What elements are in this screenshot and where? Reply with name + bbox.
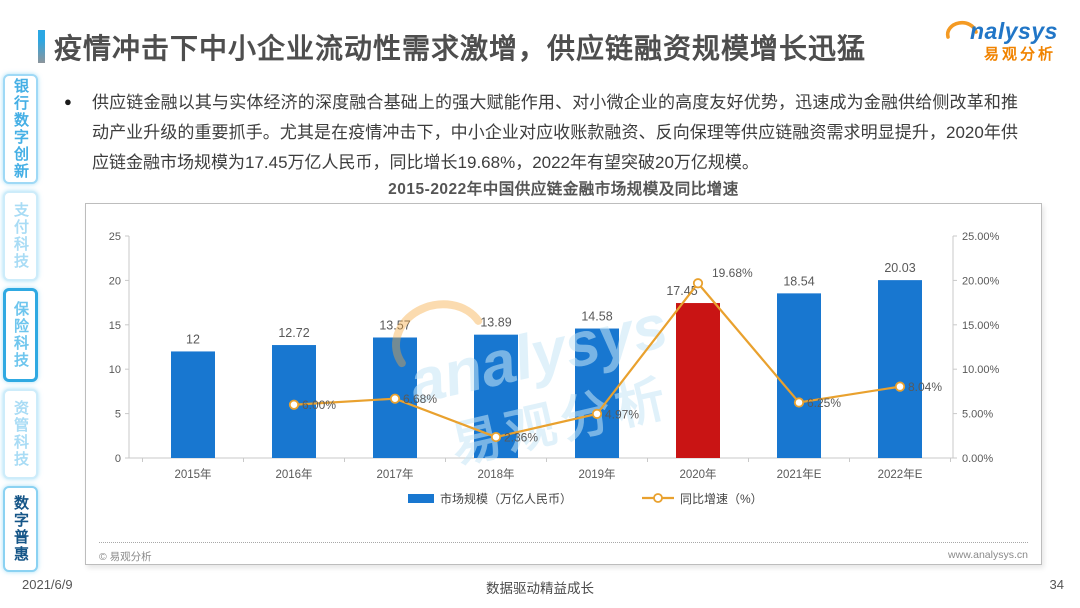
watermark-arc <box>392 300 483 368</box>
sidebar-tab-5[interactable]: 数字普惠 <box>3 486 38 572</box>
line-value-label: 19.68% <box>712 266 753 280</box>
line-value-label: 6.68% <box>403 392 437 406</box>
left-tick-label: 0 <box>115 453 121 465</box>
line-value-label: 8.04% <box>908 380 942 394</box>
title-accent-bar <box>38 30 45 63</box>
chart-svg: 0 5 10 15 20 25 0.00% 5.00% 10.00% 15.00% 20.00% 25… <box>109 231 1000 506</box>
line-point-2019年 <box>591 408 603 419</box>
line-point-2022年E <box>894 381 906 392</box>
right-tick-label: 0.00% <box>962 453 993 465</box>
line-point-2020年 <box>692 278 704 289</box>
bar-2015年 <box>171 351 215 458</box>
analysys-logo: nalysys 易观分析 <box>926 12 1074 66</box>
x-axis-label: 2018年 <box>477 467 514 481</box>
chart-website: www.analysys.cn <box>948 549 1028 561</box>
summary-text: 供应链金融以其与实体经济的深度融合基础上的强大赋能作用、对小微企业的高度友好优势… <box>92 93 1018 172</box>
x-axis-label: 2016年 <box>275 467 312 481</box>
left-tick-label: 20 <box>109 275 121 287</box>
line-value-label: 2.36% <box>504 431 538 445</box>
line-value-label: 6.25% <box>807 396 841 410</box>
line-point-2017年 <box>389 393 401 404</box>
chart-box: 0 5 10 15 20 25 0.00% 5.00% 10.00% 15.00% 20.00% 25… <box>85 203 1042 565</box>
chart-title: 2015-2022年中国供应链金融市场规模及同比增速 <box>388 181 739 198</box>
x-axis-label: 2015年 <box>174 467 211 481</box>
right-tick-label: 25.00% <box>962 231 1000 243</box>
bar-value-label: 20.03 <box>884 261 915 275</box>
legend-bar-label: 市场规模（万亿人民币） <box>440 491 572 506</box>
x-axis-label: 2020年 <box>679 467 716 481</box>
left-tick-label: 5 <box>115 409 121 421</box>
bar-value-label: 12.72 <box>278 326 309 340</box>
logo-arc-icon <box>945 20 978 39</box>
chart-legend: 市场规模（万亿人民币） 同比增速（%） <box>408 491 763 506</box>
bar-value-label: 12 <box>186 332 200 346</box>
legend-line-marker <box>653 493 663 503</box>
chart-copyright: © 易观分析 <box>99 551 152 563</box>
sidebar-tab-1[interactable]: 银行数字创新 <box>3 74 38 184</box>
section-sidebar: 银行数字创新支付科技保险科技资管科技数字普惠 <box>3 74 38 572</box>
bullet-icon: ● <box>64 94 72 109</box>
logo-text-en: nalysys <box>970 18 1058 44</box>
left-tick-label: 15 <box>109 320 121 332</box>
line-point-2016年 <box>288 399 300 410</box>
x-axis-label: 2017年 <box>376 467 413 481</box>
bar-value-label: 18.54 <box>783 274 814 288</box>
line-value-label: 6.00% <box>302 398 336 412</box>
right-tick-label: 5.00% <box>962 409 993 421</box>
bar-2021年E <box>777 293 821 458</box>
x-axis-label: 2021年E <box>777 467 822 481</box>
sidebar-tab-3[interactable]: 保险科技 <box>3 288 38 382</box>
right-tick-label: 15.00% <box>962 320 1000 332</box>
legend-line-label: 同比增速（%） <box>680 492 763 506</box>
logo-text-cn: 易观分析 <box>984 46 1057 63</box>
right-tick-label: 10.00% <box>962 364 1000 376</box>
line-value-label: 4.97% <box>605 407 639 421</box>
footer-page-number: 34 <box>1049 577 1064 592</box>
x-axis-label: 2022年E <box>878 467 923 481</box>
line-point-2021年E <box>793 397 805 408</box>
left-tick-label: 10 <box>109 364 121 376</box>
page-title: 疫情冲击下中小企业流动性需求激增，供应链融资规模增长迅猛 <box>54 33 867 64</box>
bar-2022年E <box>878 280 922 458</box>
bar-value-label: 14.58 <box>581 310 612 324</box>
footer-date: 2021/6/9 <box>22 577 73 592</box>
right-tick-label: 20.00% <box>962 275 1000 287</box>
bar-2020年 <box>676 303 720 458</box>
chart-footer-divider <box>99 542 1028 543</box>
sidebar-tab-4[interactable]: 资管科技 <box>3 389 38 479</box>
bar-value-label: 13.57 <box>379 318 410 332</box>
left-tick-label: 25 <box>109 231 121 243</box>
x-axis-label: 2019年 <box>578 467 615 481</box>
line-point-2018年 <box>490 431 502 443</box>
footer-slogan: 数据驱动精益成长 <box>486 581 594 596</box>
bar-value-label: 13.89 <box>480 316 511 330</box>
sidebar-tab-2[interactable]: 支付科技 <box>3 191 38 281</box>
legend-bar-swatch <box>408 494 434 503</box>
